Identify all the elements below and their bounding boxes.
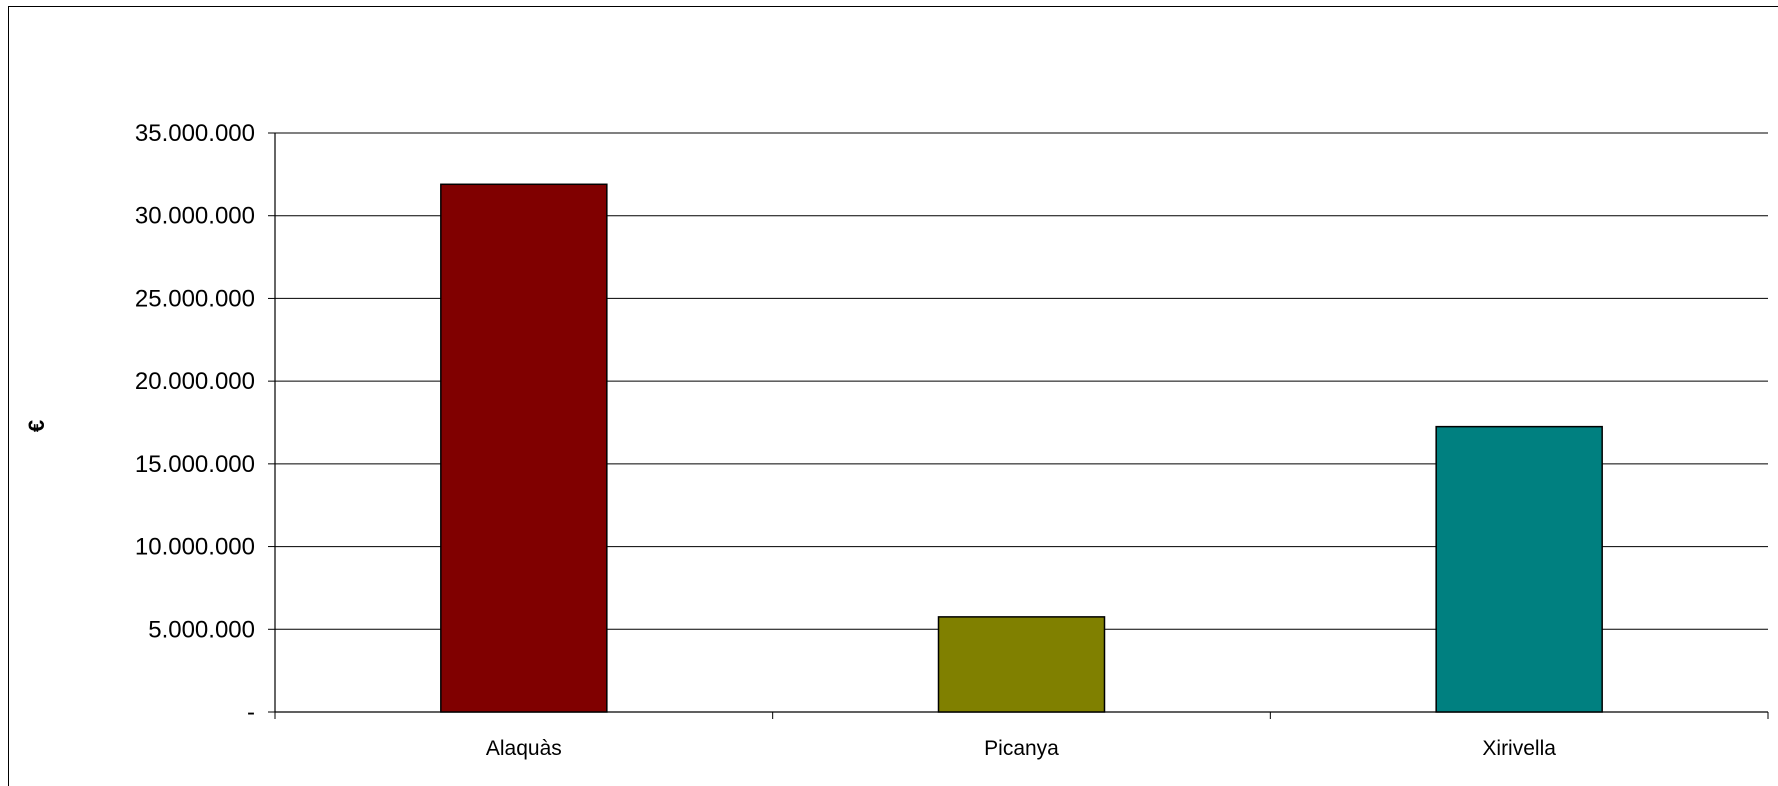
x-tick-label: Xirivella	[1482, 737, 1556, 760]
y-tick-label: 20.000.000	[135, 368, 255, 395]
x-tick-label: Picanya	[984, 737, 1059, 760]
y-tick-label: 25.000.000	[135, 285, 255, 312]
y-tick-label: 5.000.000	[148, 616, 255, 643]
y-axis-title: €	[24, 420, 49, 432]
y-tick-label: 15.000.000	[135, 451, 255, 478]
y-tick-label: 30.000.000	[135, 203, 255, 230]
bar-xirivella	[1435, 425, 1603, 713]
y-tick-label: -	[247, 699, 255, 726]
y-tick-label: 35.000.000	[135, 120, 255, 147]
bar-alaquàs	[440, 183, 608, 713]
y-tick-label: 10.000.000	[135, 534, 255, 561]
plot-area: - 5.000.000 10.000.000 15.000.000 20.000.000…	[135, 120, 1769, 760]
bar-picanya	[937, 616, 1106, 713]
x-tick-label: Alaquàs	[486, 737, 562, 760]
